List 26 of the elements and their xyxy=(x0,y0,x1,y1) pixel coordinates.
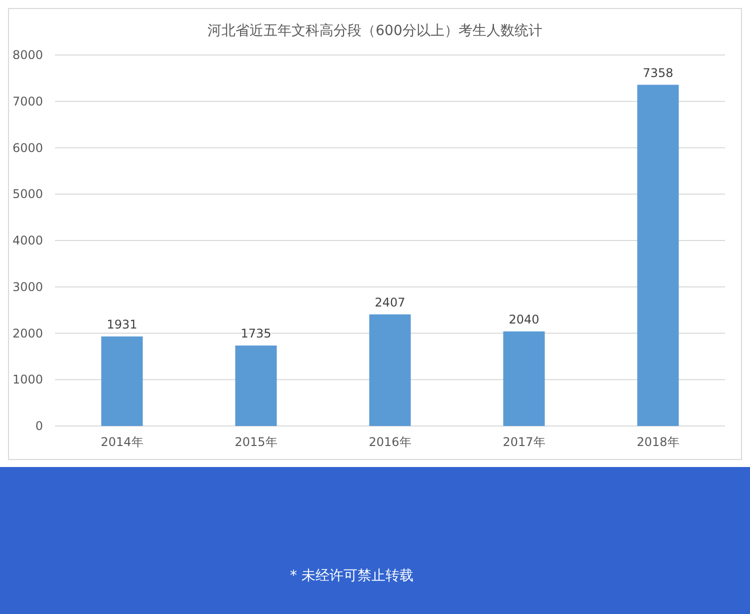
y-tick-label: 7000 xyxy=(12,94,43,108)
y-tick-label: 0 xyxy=(35,419,43,433)
x-tick-label: 2017年 xyxy=(502,435,546,449)
chart-title: 河北省近五年文科高分段（600分以上）考生人数统计 xyxy=(208,23,542,39)
bar xyxy=(637,84,679,426)
data-label: 2040 xyxy=(508,312,540,326)
y-tick-label: 1000 xyxy=(12,372,43,387)
data-label: 7358 xyxy=(642,66,674,80)
y-tick-label: 2000 xyxy=(12,326,43,340)
text: * 未经许可禁止转载 xyxy=(290,568,414,584)
x-tick-label: 2016年 xyxy=(368,435,412,449)
x-tick-label: 2018年 xyxy=(636,435,680,449)
bar xyxy=(235,346,277,426)
bar xyxy=(369,314,411,426)
y-tick-label: 8000 xyxy=(12,48,43,62)
bar xyxy=(503,331,545,426)
x-tick-label: 2015年 xyxy=(234,435,278,449)
y-tick-label: 4000 xyxy=(12,234,43,248)
data-label: 1735 xyxy=(240,326,272,341)
y-tick-label: 6000 xyxy=(12,140,43,155)
y-tick-label: 3000 xyxy=(12,280,43,294)
y-tick-label: 5000 xyxy=(12,187,43,202)
data-label: 1931 xyxy=(106,317,138,332)
bar xyxy=(101,336,143,426)
x-tick-label: 2014年 xyxy=(100,435,144,449)
data-label: 2407 xyxy=(374,295,406,310)
